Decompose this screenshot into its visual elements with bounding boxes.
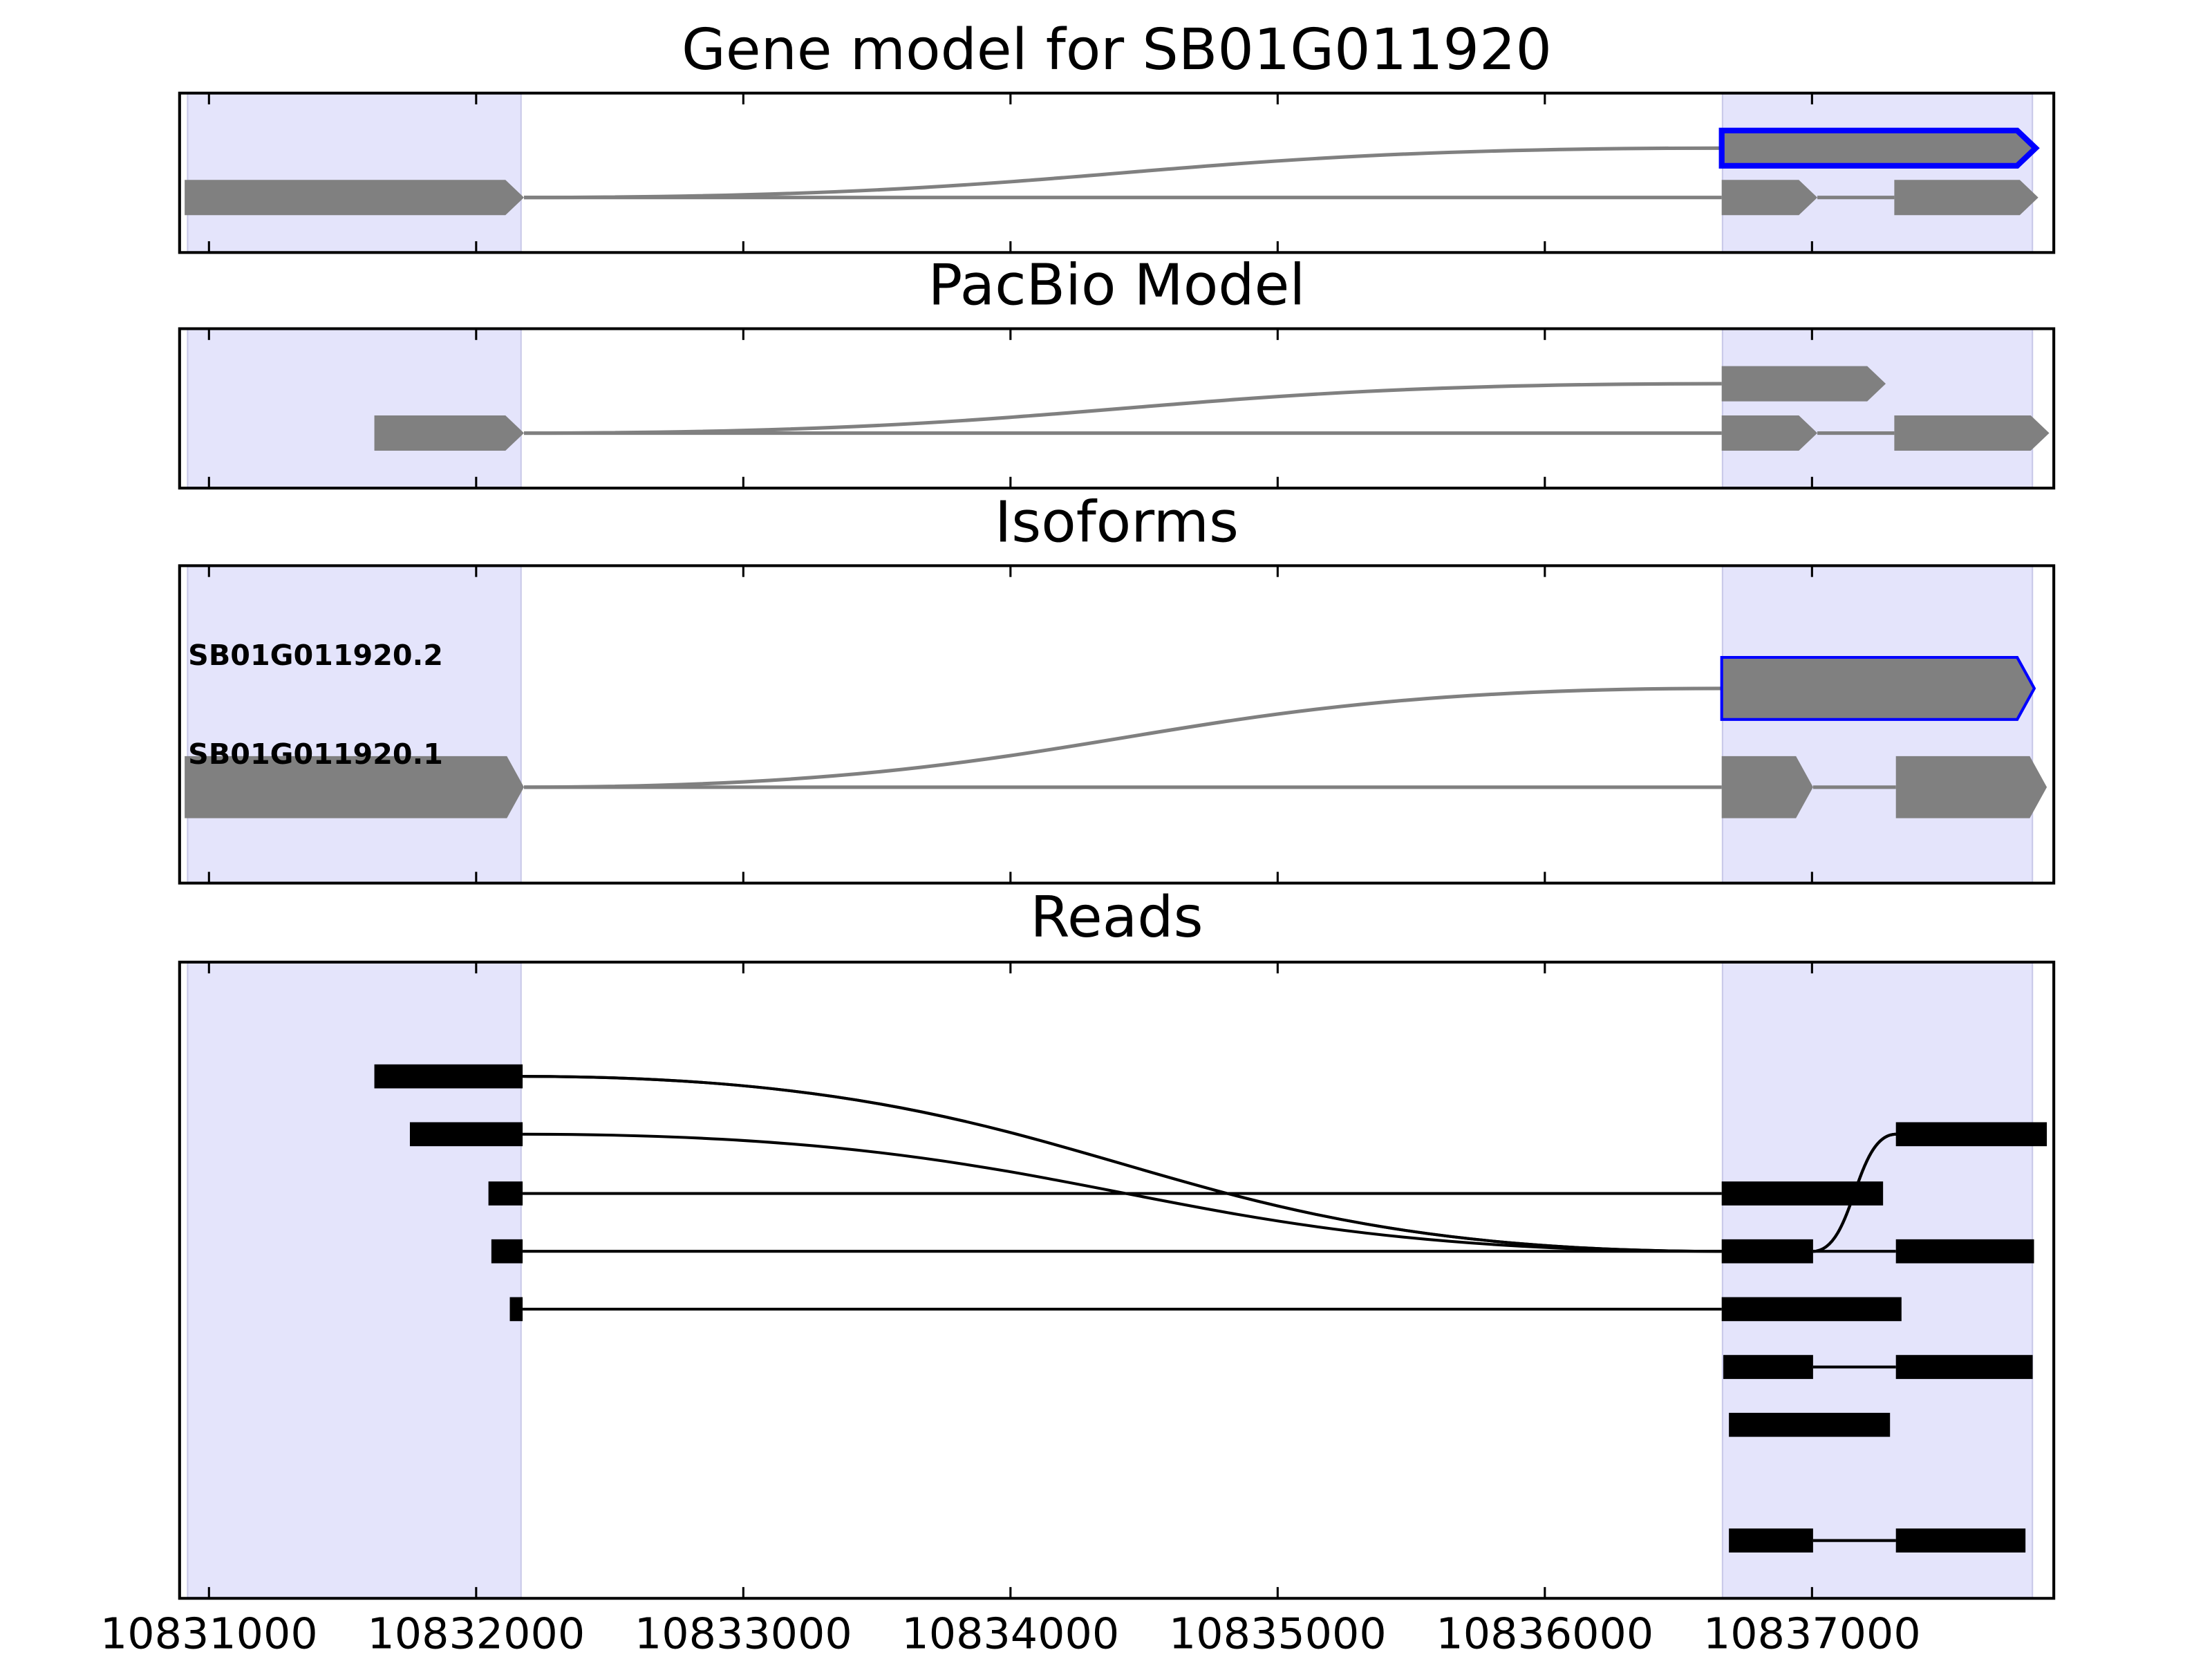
exon [1720, 655, 2036, 721]
shaded-region [1721, 328, 2034, 489]
read-block [1723, 1355, 1813, 1379]
panel-frame [178, 564, 2056, 885]
panel-frame [178, 327, 2056, 490]
panel-title: Isoforms [995, 490, 1239, 556]
exon [1718, 127, 2040, 169]
panel-title: PacBio Model [928, 253, 1306, 319]
exon [1721, 366, 1886, 402]
x-tick-label: 10832000 [367, 1609, 585, 1659]
intron [523, 686, 1722, 789]
x-tick-label: 10836000 [1436, 1609, 1653, 1659]
intron [523, 146, 1722, 200]
panel-title: Gene model for SB01G011920 [682, 17, 1552, 83]
exon [185, 756, 525, 818]
exon [1721, 756, 1813, 818]
x-tick-label: 10833000 [635, 1609, 852, 1659]
read-block [488, 1181, 523, 1206]
shaded-region [187, 565, 522, 884]
shaded-region [187, 92, 522, 254]
panel-frame [178, 960, 2056, 1600]
x-tick-label: 10834000 [901, 1609, 1119, 1659]
intron [523, 382, 1722, 435]
read-block [491, 1239, 523, 1264]
read-block [1895, 1528, 2026, 1553]
read-block [1895, 1122, 2047, 1147]
isoform-label: SB01G011920.1 [188, 738, 443, 771]
read-block [374, 1064, 523, 1089]
exon [1894, 180, 2038, 216]
read-block [509, 1297, 523, 1322]
shaded-region [187, 328, 522, 489]
isoform-label: SB01G011920.2 [188, 639, 443, 672]
shaded-region [1721, 565, 2034, 884]
x-tick-label: 10837000 [1703, 1609, 1921, 1659]
exon [374, 415, 525, 451]
exon [1895, 756, 2047, 818]
intron [523, 1075, 1722, 1253]
panel-title: Reads [1030, 885, 1203, 950]
read-block [1721, 1181, 1884, 1206]
exon [1894, 415, 2050, 451]
shaded-region [1721, 92, 2034, 254]
read-block [1729, 1528, 1813, 1553]
read-block [1721, 1297, 1902, 1322]
read-block [1895, 1239, 2034, 1264]
exon [1721, 180, 1818, 216]
panel-frame [178, 91, 2056, 254]
exon [1721, 415, 1818, 451]
shaded-region [187, 961, 522, 1600]
read-block [1721, 1239, 1813, 1264]
read-block [1729, 1412, 1891, 1437]
shaded-region [1721, 961, 2034, 1600]
read-block [409, 1122, 523, 1147]
x-tick-label: 10831000 [100, 1609, 318, 1659]
read-block [1895, 1355, 2033, 1379]
x-tick-label: 10835000 [1169, 1609, 1387, 1659]
exon [185, 180, 525, 216]
